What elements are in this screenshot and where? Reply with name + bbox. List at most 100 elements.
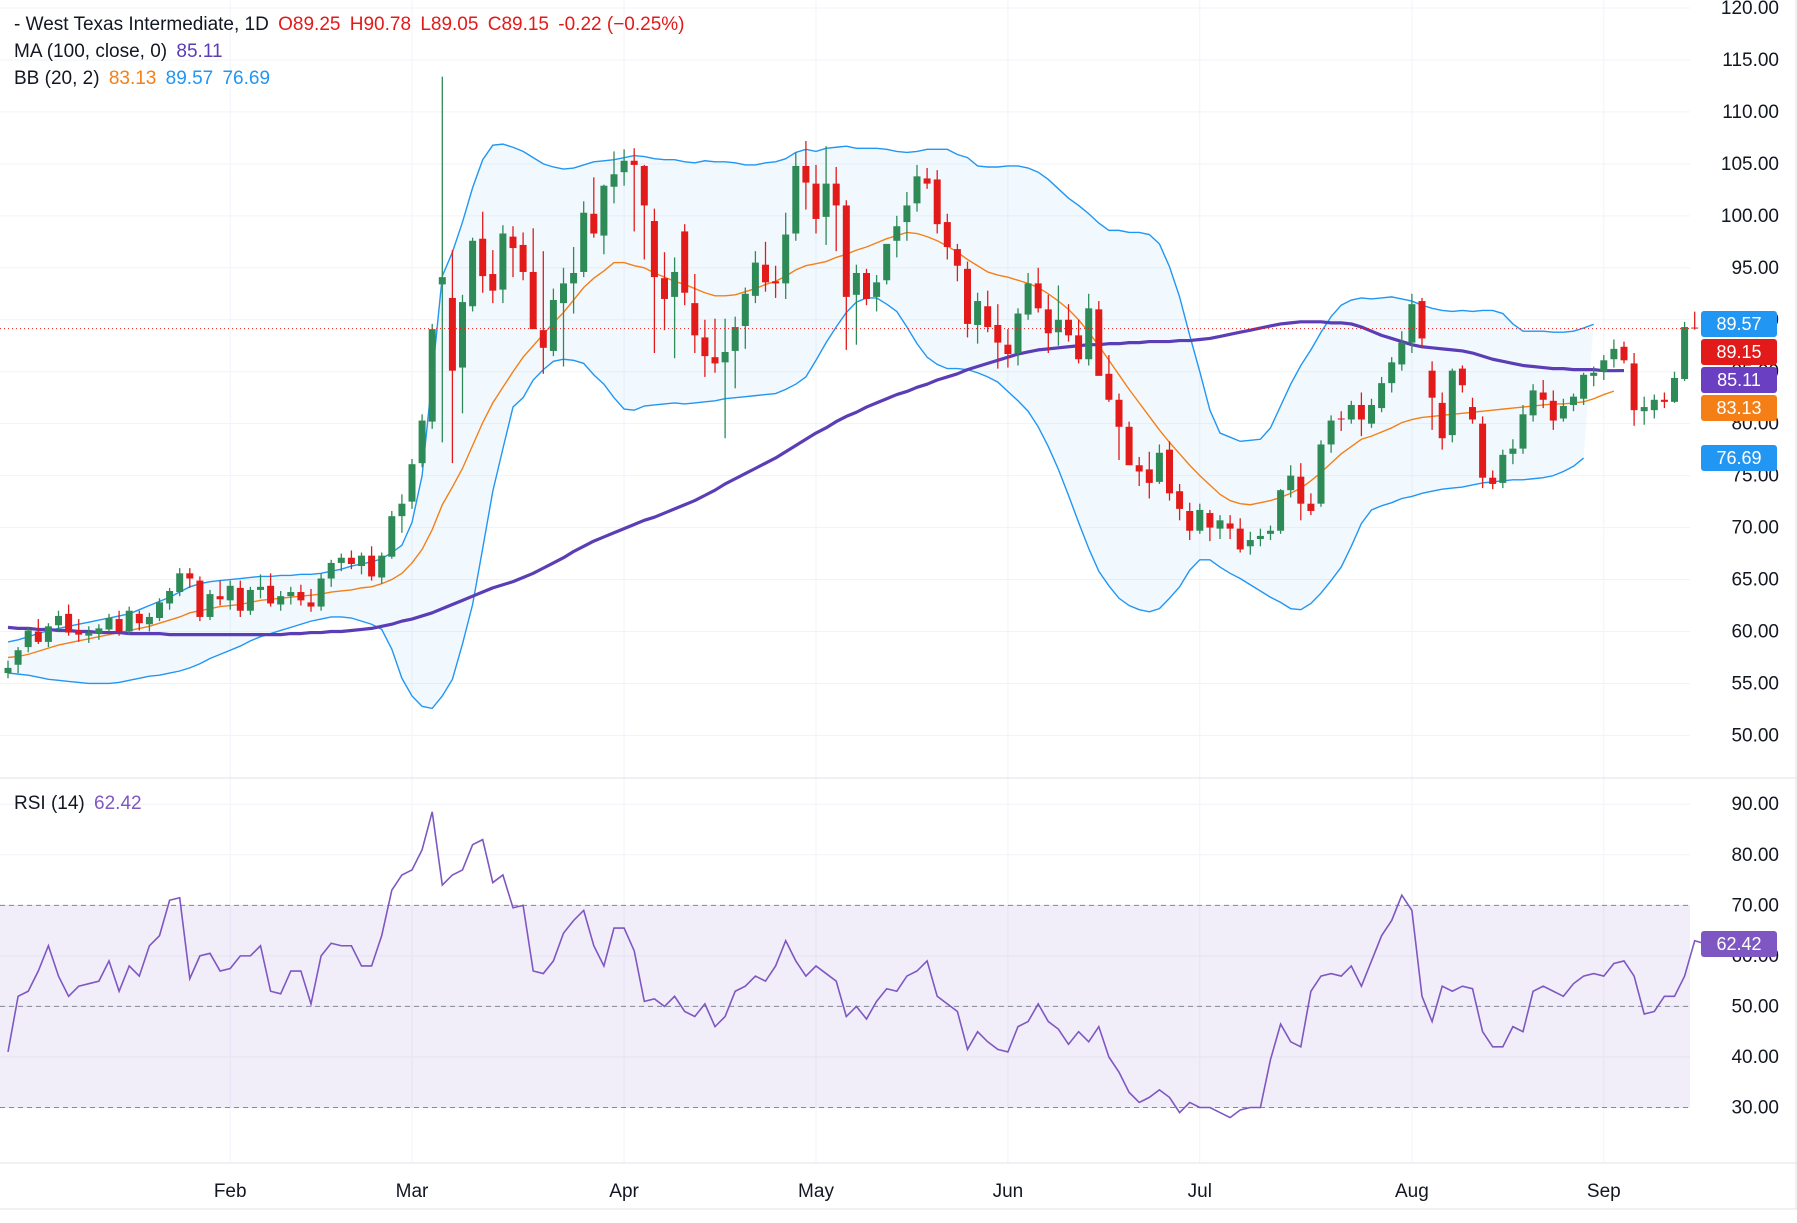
rsi-legend[interactable]: RSI (14) 62.42 xyxy=(14,793,146,815)
bb-legend[interactable]: BB (20, 2) 83.13 89.57 76.69 xyxy=(14,68,274,90)
candle xyxy=(469,237,477,312)
candle xyxy=(246,586,254,615)
candle xyxy=(1065,304,1072,342)
candle xyxy=(337,553,345,572)
candle-body xyxy=(620,160,628,173)
candle xyxy=(459,294,466,414)
rsi-tick-label: 70.00 xyxy=(1731,895,1779,916)
candle xyxy=(964,261,971,338)
candle-body xyxy=(539,330,547,348)
rsi-line xyxy=(7,811,1706,1119)
ma-legend[interactable]: MA (100, close, 0) 85.11 xyxy=(14,41,227,63)
candle-body xyxy=(297,592,305,601)
candle xyxy=(1085,293,1093,366)
candle xyxy=(792,152,800,241)
candle-body xyxy=(974,301,982,325)
candle xyxy=(600,184,608,255)
candle xyxy=(1681,321,1689,382)
candle-body xyxy=(317,578,325,607)
candle-body xyxy=(509,236,517,249)
candle-body xyxy=(55,615,62,626)
candle xyxy=(1267,525,1274,541)
candle xyxy=(661,252,668,331)
candle-body xyxy=(1469,407,1476,420)
candle-body xyxy=(1388,362,1396,384)
candle xyxy=(711,318,719,373)
candle-body xyxy=(1034,283,1042,309)
candles[interactable] xyxy=(0,76,1699,679)
candle-body xyxy=(711,357,719,364)
price-badge: 89.15 xyxy=(1701,339,1777,366)
candle xyxy=(1408,293,1416,354)
symbol-name: - West Texas Intermediate, 1D xyxy=(14,14,269,35)
price-tick-label: 50.00 xyxy=(1731,725,1779,746)
candle xyxy=(1529,384,1537,422)
ohlc-open: O89.25 xyxy=(278,14,341,35)
candle-body xyxy=(1277,490,1285,531)
candle xyxy=(267,573,275,607)
candle-body xyxy=(762,264,769,283)
candle xyxy=(438,76,446,443)
candle xyxy=(317,573,325,611)
candle-body xyxy=(1660,399,1668,402)
candle-body xyxy=(267,585,275,604)
candle-body xyxy=(650,221,658,278)
candle-body xyxy=(44,626,52,642)
candle-body xyxy=(1327,420,1335,445)
candle-body xyxy=(1176,491,1184,509)
candle-body xyxy=(1287,475,1295,491)
candle xyxy=(1044,294,1052,354)
candle xyxy=(852,264,860,345)
candle-body xyxy=(186,573,194,579)
candle-body xyxy=(166,590,174,604)
candle xyxy=(186,568,194,588)
moving-average-line xyxy=(7,320,1625,637)
candle-body xyxy=(206,594,214,617)
candle xyxy=(1570,393,1577,412)
candle xyxy=(1246,531,1254,555)
candle xyxy=(610,151,618,204)
candle-body xyxy=(1196,509,1204,531)
candle xyxy=(1388,357,1396,393)
candle-body xyxy=(226,585,234,601)
candle xyxy=(681,224,689,306)
candle xyxy=(994,304,1002,369)
candle-body xyxy=(156,602,163,619)
candle-body xyxy=(570,272,578,284)
candle-body xyxy=(1226,523,1234,529)
candle-body xyxy=(560,283,567,304)
candle-body xyxy=(95,628,103,634)
candle xyxy=(125,606,133,635)
candle xyxy=(1469,397,1476,424)
symbol-legend[interactable]: - West Texas Intermediate, 1D O89.25 H90… xyxy=(14,14,689,36)
candle xyxy=(358,552,365,575)
candle-body xyxy=(681,231,689,293)
candle-body xyxy=(459,302,466,368)
candle-body xyxy=(873,282,881,297)
candle-body xyxy=(135,613,143,624)
candle xyxy=(1075,319,1083,364)
bb-legend-upper: 89.57 xyxy=(165,68,214,89)
candle-body xyxy=(1378,383,1386,409)
candle xyxy=(1337,411,1345,431)
candle-body xyxy=(105,618,113,630)
candle-body xyxy=(1650,399,1658,411)
candle-body xyxy=(741,293,749,326)
candle xyxy=(408,459,416,509)
candle-body xyxy=(1135,465,1143,472)
rsi-tick-label: 40.00 xyxy=(1731,1047,1779,1068)
candle xyxy=(580,201,588,278)
candle xyxy=(883,243,891,285)
candle-body xyxy=(1256,535,1264,540)
candle xyxy=(772,265,780,298)
candle xyxy=(1620,341,1628,364)
candle xyxy=(832,166,840,252)
candle xyxy=(75,619,83,642)
candle xyxy=(549,288,557,357)
candle xyxy=(539,251,547,374)
bb-legend-lower: 76.69 xyxy=(222,68,271,89)
candle xyxy=(1176,483,1184,521)
candle xyxy=(1600,355,1608,381)
candle xyxy=(65,604,73,636)
